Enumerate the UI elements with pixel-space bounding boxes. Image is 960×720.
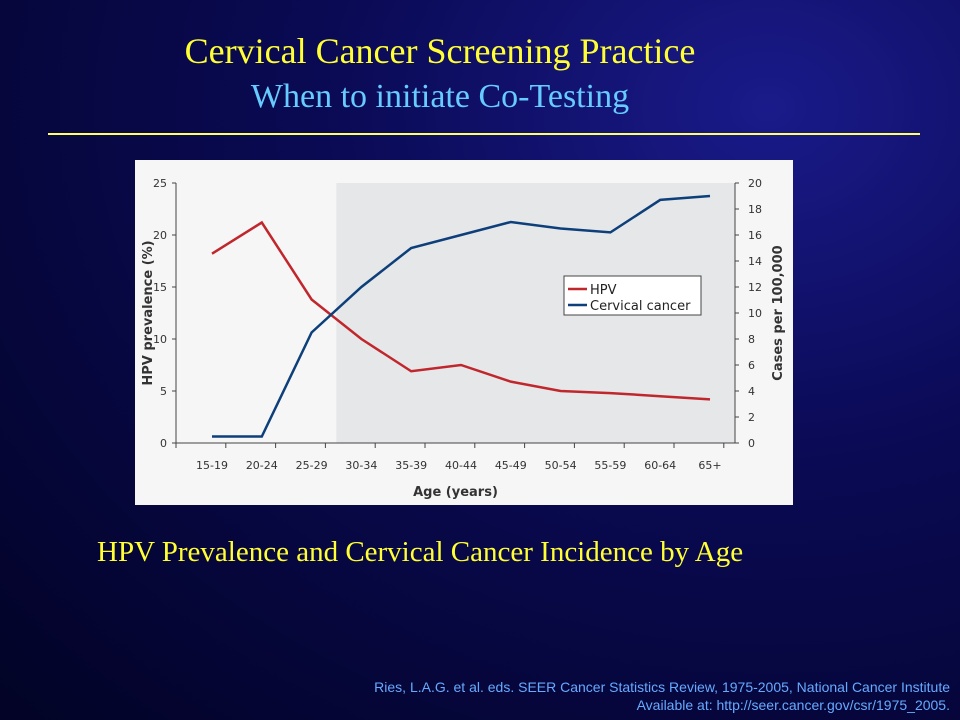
x-tick-label: 15-19 bbox=[196, 459, 228, 472]
title-divider bbox=[48, 133, 920, 135]
x-tick-label: 60-64 bbox=[644, 459, 676, 472]
source-line-1: Ries, L.A.G. et al. eds. SEER Cancer Sta… bbox=[374, 679, 950, 695]
y2-tick-label: 6 bbox=[748, 359, 755, 372]
y2-tick-label: 8 bbox=[748, 333, 755, 346]
source-citation: Ries, L.A.G. et al. eds. SEER Cancer Sta… bbox=[374, 678, 950, 714]
y2-axis-label: Cases per 100,000 bbox=[771, 245, 786, 380]
y2-tick-label: 2 bbox=[748, 411, 755, 424]
y-tick-label: 0 bbox=[160, 437, 167, 450]
y2-tick-label: 16 bbox=[748, 229, 762, 242]
chart-svg: 0 5 10 15 20 25 0 2 4 6 8 10 12 14 16 18 20 15-19 20-24 25-… bbox=[141, 177, 786, 500]
x-tick-label: 20-24 bbox=[246, 459, 278, 472]
x-tick-label: 30-34 bbox=[345, 459, 377, 472]
source-line-2: Available at: http://seer.cancer.gov/csr… bbox=[636, 697, 950, 713]
y-tick-label: 10 bbox=[153, 333, 167, 346]
y2-tick-label: 20 bbox=[748, 177, 762, 190]
x-tick-label: 50-54 bbox=[545, 459, 577, 472]
slide-subtitle: When to initiate Co-Testing bbox=[250, 78, 630, 115]
y-tick-label: 20 bbox=[153, 229, 167, 242]
y2-tick-label: 0 bbox=[748, 437, 755, 450]
y2-tick-label: 14 bbox=[748, 255, 762, 268]
chart-caption: HPV Prevalence and Cervical Cancer Incid… bbox=[97, 536, 744, 568]
legend-label: HPV bbox=[590, 283, 617, 298]
y-tick-label: 15 bbox=[153, 281, 167, 294]
chart: 0 5 10 15 20 25 0 2 4 6 8 10 12 14 16 18 20 15-19 20-24 25-… bbox=[135, 160, 793, 505]
x-tick-label: 65+ bbox=[698, 459, 721, 472]
x-tick-label: 40-44 bbox=[445, 459, 477, 472]
x-tick-label: 35-39 bbox=[395, 459, 427, 472]
x-tick-label: 55-59 bbox=[594, 459, 626, 472]
legend-label: Cervical cancer bbox=[590, 299, 691, 314]
y2-tick-label: 12 bbox=[748, 281, 762, 294]
y2-tick-label: 18 bbox=[748, 203, 762, 216]
slide-title: Cervical Cancer Screening Practice bbox=[184, 31, 696, 71]
y2-tick-label: 10 bbox=[748, 307, 762, 320]
x-tick-label: 25-29 bbox=[296, 459, 328, 472]
y2-tick-label: 4 bbox=[748, 385, 755, 398]
legend-box bbox=[563, 275, 702, 316]
y-axis-label: HPV prevalence (%) bbox=[141, 240, 156, 385]
x-axis-label: Age (years) bbox=[413, 485, 498, 500]
y-tick-label: 25 bbox=[153, 177, 167, 190]
y-tick-label: 5 bbox=[160, 385, 167, 398]
x-tick-label: 45-49 bbox=[495, 459, 527, 472]
